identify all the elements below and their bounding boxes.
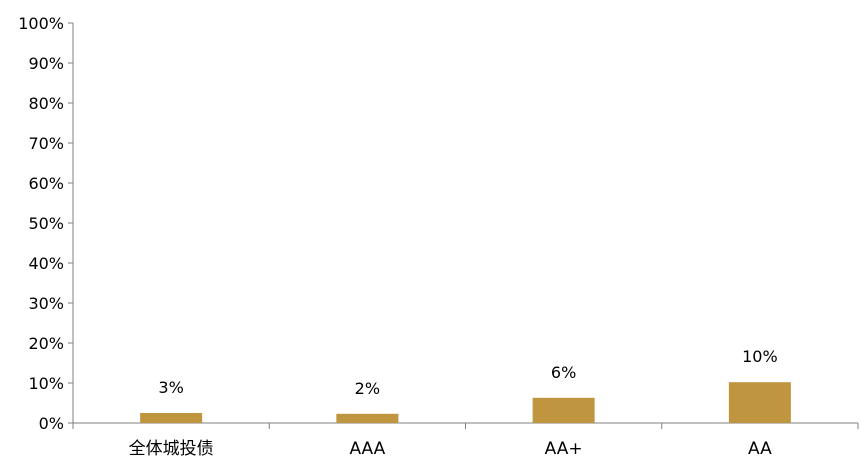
- y-tick-label: 80%: [28, 94, 64, 113]
- y-tick-label: 0%: [39, 414, 64, 433]
- y-tick-label: 10%: [28, 374, 64, 393]
- y-tick-label: 60%: [28, 174, 64, 193]
- bar-value-label: 6%: [551, 363, 576, 382]
- bar: [532, 397, 595, 423]
- x-category-label: AAA: [349, 439, 385, 459]
- x-category-label: AA+: [545, 439, 583, 459]
- bar: [728, 382, 791, 423]
- bar: [140, 413, 203, 423]
- bar: [336, 413, 399, 423]
- x-category-label: 全体城投债: [129, 439, 214, 459]
- y-axis: 0% 10% 20% 30% 40% 50% 60% 70% 80% 90% 100%: [18, 14, 74, 433]
- x-category-label: AA: [748, 439, 772, 459]
- bar-value-label: 3%: [158, 378, 183, 397]
- bars: [140, 382, 791, 423]
- bar-value-label: 10%: [742, 347, 778, 366]
- bar-value-label: 2%: [355, 379, 380, 398]
- data-labels: 3% 2% 6% 10%: [158, 347, 777, 398]
- y-tick-label: 20%: [28, 334, 64, 353]
- y-tick-label: 50%: [28, 214, 64, 233]
- x-axis: 全体城投债 AAA AA+ AA: [72, 422, 859, 459]
- y-tick-label: 70%: [28, 134, 64, 153]
- y-tick-label: 100%: [18, 14, 64, 33]
- y-tick-label: 90%: [28, 54, 64, 73]
- y-tick-label: 40%: [28, 254, 64, 273]
- y-tick-label: 30%: [28, 294, 64, 313]
